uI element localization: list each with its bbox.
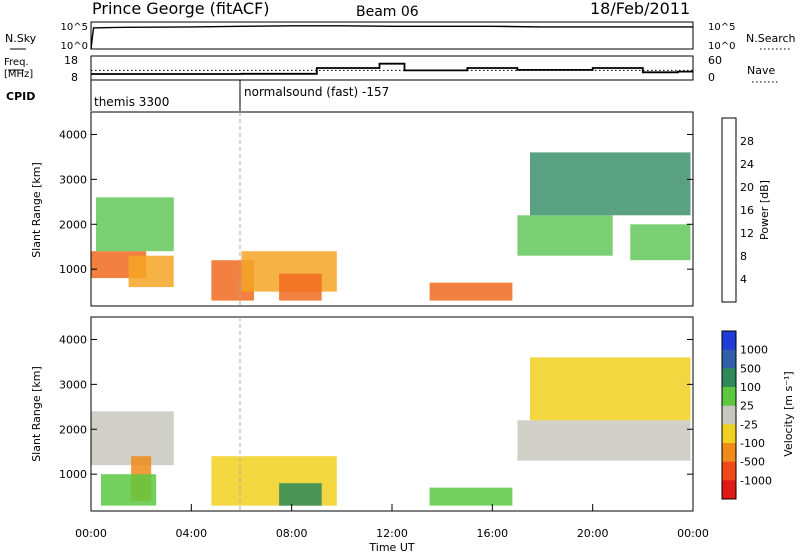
power-region-7 (517, 215, 613, 256)
velocity-ytick-label-1: 2000 (59, 423, 87, 436)
power-panel: 1000 2000 3000 4000 Slant Range [km] (30, 111, 694, 307)
velocity-region-5 (429, 487, 513, 506)
nave-label: Nave (747, 64, 775, 77)
velocity-colorbar-swatch-0 (722, 331, 736, 351)
power-region-9 (630, 224, 691, 261)
velocity-colorbar-swatch-5 (722, 424, 736, 444)
velocity-colorbar-swatch-4 (722, 405, 736, 425)
velocity-colorbar: 1000 500 100 25 -25 -100 -500 -1000 Velocity [m… (721, 330, 795, 500)
cpid-program-1: themis 3300 (94, 95, 169, 109)
cpid-row: CPID themis 3300 normalsound (fast) -157 (6, 80, 389, 111)
velocity-colorbar-tick-3: 25 (740, 400, 754, 413)
velocity-colorbar-tick-4: -25 (740, 418, 758, 431)
beam-title: Beam 06 (356, 4, 419, 20)
nsky-label: N.Sky (5, 32, 37, 45)
velocity-colorbar-swatch-1 (722, 349, 736, 369)
power-colorbar-label: Power [dB] (758, 180, 771, 240)
power-region-2 (128, 255, 174, 288)
power-colorbar-tick-4: 20 (740, 181, 754, 194)
xtick-label-6: 00:00 (677, 527, 709, 540)
power-ytick-label-1: 2000 (59, 218, 87, 231)
power-region-8 (530, 152, 691, 216)
velocity-colorbar-swatch-2 (722, 368, 736, 388)
cpid-label: CPID (6, 90, 35, 103)
freq-label: Freq. (4, 57, 29, 68)
velocity-colorbar-swatch-6 (722, 443, 736, 463)
velocity-colorbar-label: Velocity [m s⁻¹] (782, 371, 795, 456)
velocity-colorbar-tick-0: 1000 (740, 344, 768, 357)
xtick-label-5: 20:00 (577, 527, 609, 540)
freq-panel: Freq. [MHz] 18 8 60 0 Nave (4, 54, 780, 84)
velocity-colorbar-swatch-8 (722, 480, 736, 500)
power-colorbar-tick-5: 24 (740, 158, 754, 171)
power-colorbar: 4 8 12 16 20 24 28 Power [dB] (721, 117, 771, 303)
power-ytick-label-2: 3000 (59, 173, 87, 186)
velocity-colorbar-tick-7: -1000 (740, 474, 772, 487)
xtick-label-1: 04:00 (175, 527, 207, 540)
velocity-colorbar-tick-1: 500 (740, 362, 761, 375)
xtick-label-2: 08:00 (276, 527, 308, 540)
power-colorbar-tick-1: 8 (740, 250, 747, 263)
power-ytick-label-3: 4000 (59, 128, 87, 141)
nsearch-label: N.Search (746, 32, 796, 45)
date-title: 18/Feb/2011 (590, 0, 690, 18)
nsearch-tick-bottom: 10^0 (708, 41, 735, 52)
power-colorbar-tick-0: 4 (740, 273, 747, 286)
velocity-ytick-label-2: 3000 (59, 378, 87, 391)
xtick-label-0: 00:00 (75, 527, 107, 540)
nsky-series-line (90, 25, 693, 50)
power-region-1 (96, 197, 174, 252)
velocity-colorbar-tick-6: -500 (740, 456, 765, 469)
nave-tick-top: 60 (708, 54, 722, 67)
nsky-tick-top: 10^5 (61, 22, 88, 33)
velocity-ytick-label-3: 4000 (59, 333, 87, 346)
x-axis-label: Time UT (368, 541, 414, 554)
velocity-panel: 1000 2000 3000 4000 Slant Range [km] 00:00 0… (30, 316, 709, 554)
freq-tick-top: 18 (64, 54, 78, 67)
xtick-label-4: 16:00 (476, 527, 508, 540)
velocity-region-6 (517, 420, 691, 461)
velocity-colorbar-swatch-3 (722, 387, 736, 407)
freq-unit-label: [MHz] (4, 69, 33, 80)
velocity-ytick-label-0: 1000 (59, 468, 87, 481)
velocity-ylabel: Slant Range [km] (30, 366, 43, 462)
power-ytick-label-0: 1000 (59, 263, 87, 276)
freq-series-line (91, 62, 693, 75)
nave-tick-bottom: 0 (708, 71, 715, 84)
velocity-colorbar-tick-5: -100 (740, 437, 765, 450)
cpid-program-2: normalsound (fast) -157 (244, 85, 389, 99)
velocity-colorbar-tick-2: 100 (740, 381, 761, 394)
velocity-colorbar-swatch-7 (722, 461, 736, 481)
velocity-region-4 (279, 483, 322, 506)
nsky-tick-bottom: 10^0 (61, 41, 88, 52)
velocity-region-7 (530, 357, 691, 421)
power-region-5 (279, 273, 322, 301)
power-ylabel: Slant Range [km] (30, 162, 43, 258)
station-title: Prince George (fitACF) (92, 0, 270, 18)
nsky-panel: N.Sky 10^5 10^0 10^5 10^0 N.Search (5, 21, 796, 52)
power-region-6 (429, 282, 513, 301)
power-colorbar-tick-3: 16 (740, 204, 754, 217)
nsearch-tick-top: 10^5 (708, 22, 735, 33)
power-colorbar-tick-2: 12 (740, 227, 754, 240)
freq-tick-bottom: 8 (71, 71, 78, 84)
xtick-label-3: 12:00 (376, 527, 408, 540)
velocity-region-2 (101, 474, 157, 506)
power-colorbar-tick-6: 28 (740, 135, 754, 148)
